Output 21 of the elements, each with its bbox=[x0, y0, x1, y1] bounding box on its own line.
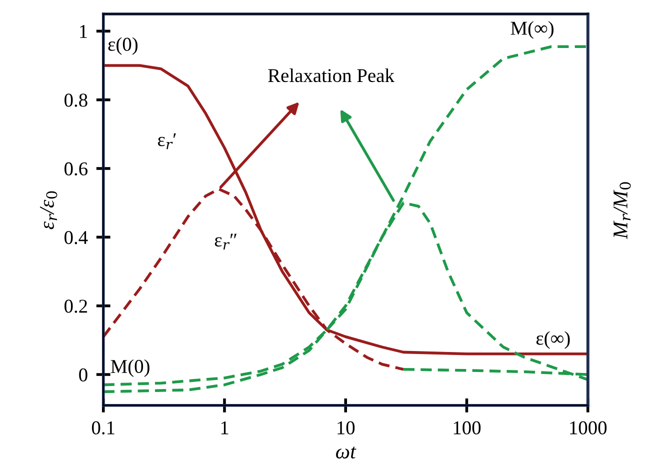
y-tick-label: 0.8 bbox=[64, 94, 88, 107]
y2-axis-title: M$_{r}$/M$_{0}$ bbox=[614, 182, 631, 240]
y-tick-label: 0.6 bbox=[64, 162, 88, 176]
x-tick-label: 10 bbox=[338, 421, 355, 434]
x-tick-label: 1 bbox=[221, 421, 228, 434]
annotation: M(∞) bbox=[510, 21, 554, 39]
y-axis-title: ε$_{r}$/ε$_{0}$ bbox=[40, 191, 58, 230]
annotation: Relaxation Peak bbox=[268, 68, 394, 82]
y-tick-label: 0 bbox=[79, 368, 88, 382]
annotation: ε$_{r}$′ bbox=[158, 133, 176, 150]
annotation: M(0) bbox=[110, 359, 150, 377]
x-tick-label: 0.1 bbox=[92, 421, 114, 434]
x-tick-label: 100 bbox=[454, 421, 481, 434]
x-tick-label: 1000 bbox=[570, 421, 607, 434]
y-tick-label: 1 bbox=[80, 25, 87, 38]
x-axis-title: ωt bbox=[336, 446, 356, 459]
annotation: ε(0) bbox=[108, 37, 138, 55]
annotation: ε(∞) bbox=[536, 331, 570, 349]
y-tick-label: 0.4 bbox=[64, 230, 88, 244]
annotation: ε$_{r}$″ bbox=[214, 234, 237, 250]
y-tick-label: 0.2 bbox=[64, 300, 88, 313]
